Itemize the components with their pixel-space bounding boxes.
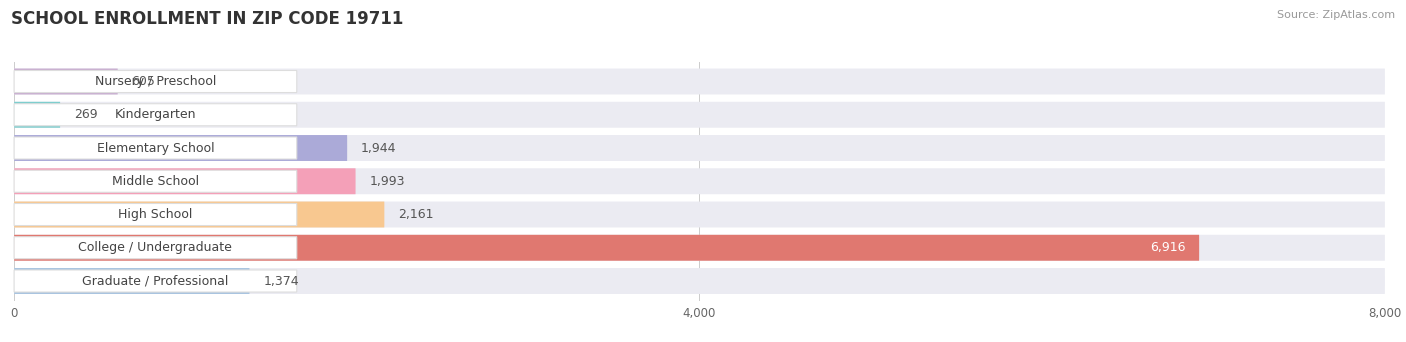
FancyBboxPatch shape bbox=[14, 268, 249, 294]
Text: 1,993: 1,993 bbox=[370, 175, 405, 188]
Text: Elementary School: Elementary School bbox=[97, 142, 214, 155]
FancyBboxPatch shape bbox=[14, 102, 60, 128]
FancyBboxPatch shape bbox=[14, 168, 356, 194]
FancyBboxPatch shape bbox=[14, 268, 1385, 294]
FancyBboxPatch shape bbox=[14, 270, 297, 292]
FancyBboxPatch shape bbox=[14, 68, 118, 94]
Text: Source: ZipAtlas.com: Source: ZipAtlas.com bbox=[1277, 10, 1395, 20]
FancyBboxPatch shape bbox=[14, 104, 297, 126]
Text: College / Undergraduate: College / Undergraduate bbox=[79, 241, 232, 254]
FancyBboxPatch shape bbox=[14, 102, 1385, 128]
Text: 605: 605 bbox=[131, 75, 155, 88]
FancyBboxPatch shape bbox=[14, 135, 347, 161]
Text: 269: 269 bbox=[75, 108, 97, 121]
FancyBboxPatch shape bbox=[14, 235, 1199, 261]
FancyBboxPatch shape bbox=[14, 203, 297, 225]
FancyBboxPatch shape bbox=[14, 237, 297, 259]
Text: 1,374: 1,374 bbox=[263, 275, 299, 288]
Text: Nursery / Preschool: Nursery / Preschool bbox=[94, 75, 217, 88]
FancyBboxPatch shape bbox=[14, 135, 1385, 161]
FancyBboxPatch shape bbox=[14, 201, 1385, 227]
FancyBboxPatch shape bbox=[14, 137, 297, 159]
FancyBboxPatch shape bbox=[14, 235, 1385, 261]
Text: Graduate / Professional: Graduate / Professional bbox=[82, 275, 229, 288]
Text: High School: High School bbox=[118, 208, 193, 221]
FancyBboxPatch shape bbox=[14, 168, 1385, 194]
Text: Kindergarten: Kindergarten bbox=[115, 108, 197, 121]
FancyBboxPatch shape bbox=[14, 170, 297, 192]
Text: 6,916: 6,916 bbox=[1150, 241, 1185, 254]
FancyBboxPatch shape bbox=[14, 68, 1385, 94]
Text: 2,161: 2,161 bbox=[398, 208, 433, 221]
FancyBboxPatch shape bbox=[14, 201, 384, 227]
FancyBboxPatch shape bbox=[14, 70, 297, 93]
Text: 1,944: 1,944 bbox=[361, 142, 396, 155]
Text: SCHOOL ENROLLMENT IN ZIP CODE 19711: SCHOOL ENROLLMENT IN ZIP CODE 19711 bbox=[11, 10, 404, 28]
Text: Middle School: Middle School bbox=[112, 175, 200, 188]
